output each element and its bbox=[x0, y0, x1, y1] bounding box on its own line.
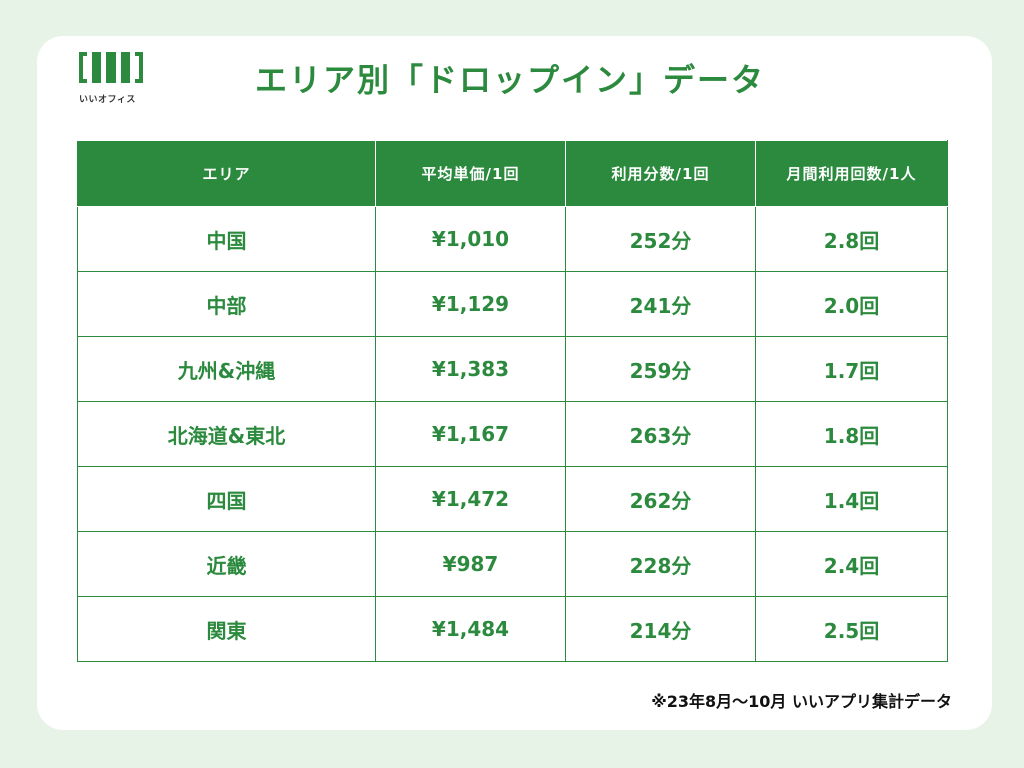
cell-usage-minutes: 214分 bbox=[565, 596, 756, 662]
cell-usage-minutes: 262分 bbox=[565, 466, 756, 532]
table-row: 中部 ¥1,129 241分 2.0回 bbox=[77, 271, 948, 337]
cell-usage-minutes: 228分 bbox=[565, 531, 756, 597]
cell-avg-price: ¥1,010 bbox=[375, 206, 566, 272]
table-row: 九州&沖縄 ¥1,383 259分 1.7回 bbox=[77, 336, 948, 402]
header-area: エリア bbox=[77, 140, 376, 207]
cell-usage-minutes: 259分 bbox=[565, 336, 756, 402]
table-row: 中国 ¥1,010 252分 2.8回 bbox=[77, 206, 948, 272]
cell-usage-minutes: 241分 bbox=[565, 271, 756, 337]
header-avg-price: 平均単価/1回 bbox=[375, 140, 566, 207]
cell-area: 中国 bbox=[77, 206, 376, 272]
cell-avg-price: ¥1,167 bbox=[375, 401, 566, 467]
table-header-row: エリア 平均単価/1回 利用分数/1回 月間利用回数/1人 bbox=[77, 140, 948, 207]
cell-usage-minutes: 263分 bbox=[565, 401, 756, 467]
header-monthly-uses: 月間利用回数/1人 bbox=[755, 140, 948, 207]
cell-area: 近畿 bbox=[77, 531, 376, 597]
cell-avg-price: ¥987 bbox=[375, 531, 566, 597]
cell-monthly-uses: 1.4回 bbox=[755, 466, 948, 532]
iioffice-logo-icon bbox=[79, 52, 143, 83]
table-row: 近畿 ¥987 228分 2.4回 bbox=[77, 531, 948, 597]
logo-text: いいオフィス bbox=[79, 95, 136, 105]
cell-area: 関東 bbox=[77, 596, 376, 662]
table-row: 関東 ¥1,484 214分 2.5回 bbox=[77, 596, 948, 662]
cell-avg-price: ¥1,484 bbox=[375, 596, 566, 662]
cell-monthly-uses: 1.7回 bbox=[755, 336, 948, 402]
table-row: 四国 ¥1,472 262分 1.4回 bbox=[77, 466, 948, 532]
cell-avg-price: ¥1,472 bbox=[375, 466, 566, 532]
cell-monthly-uses: 2.0回 bbox=[755, 271, 948, 337]
cell-area: 中部 bbox=[77, 271, 376, 337]
page-title: エリア別「ドロップイン」データ bbox=[254, 61, 765, 99]
cell-avg-price: ¥1,383 bbox=[375, 336, 566, 402]
cell-monthly-uses: 2.5回 bbox=[755, 596, 948, 662]
cell-area: 九州&沖縄 bbox=[77, 336, 376, 402]
source-footnote: ※23年8月～10月 いいアプリ集計データ bbox=[651, 692, 952, 711]
cell-area: 四国 bbox=[77, 466, 376, 532]
cell-monthly-uses: 2.4回 bbox=[755, 531, 948, 597]
cell-monthly-uses: 1.8回 bbox=[755, 401, 948, 467]
cell-monthly-uses: 2.8回 bbox=[755, 206, 948, 272]
cell-avg-price: ¥1,129 bbox=[375, 271, 566, 337]
header-usage-minutes: 利用分数/1回 bbox=[565, 140, 756, 207]
brand-logo: いいオフィス bbox=[79, 52, 143, 105]
area-data-table: エリア 平均単価/1回 利用分数/1回 月間利用回数/1人 中国 ¥1,010 … bbox=[77, 140, 948, 662]
cell-usage-minutes: 252分 bbox=[565, 206, 756, 272]
table-row: 北海道&東北 ¥1,167 263分 1.8回 bbox=[77, 401, 948, 467]
cell-area: 北海道&東北 bbox=[77, 401, 376, 467]
